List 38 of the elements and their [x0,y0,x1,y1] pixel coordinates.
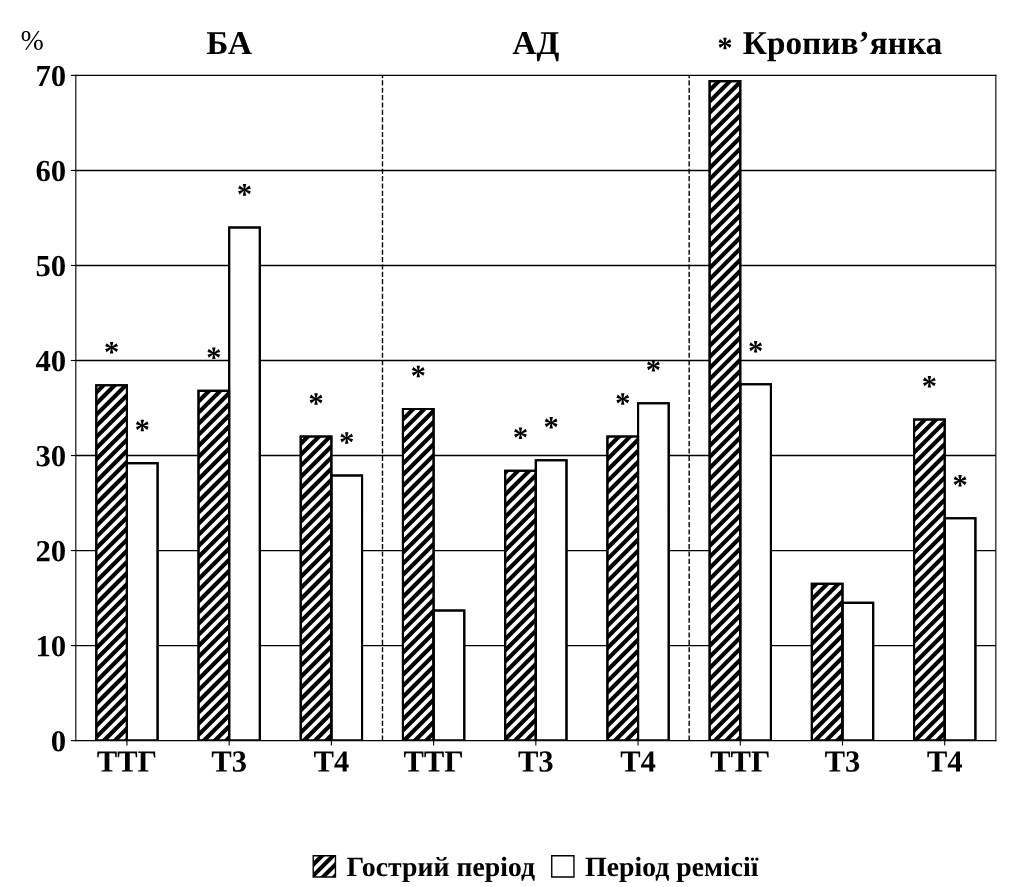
x-tick-label: Т4 [314,751,349,772]
x-tick-label: Т4 [620,751,656,772]
data-label: * [923,376,936,388]
y-tick-label: 30 [36,445,65,467]
data-label: * [411,365,425,378]
data-label: * [207,347,221,360]
data-label: * [953,474,967,487]
y-tick-label: 20 [36,540,65,562]
data-label: * [309,393,323,405]
text: БА [206,32,252,55]
data-label: * [340,432,354,444]
x-tick-label: ТТГ [710,751,769,772]
y-axis-title: % [21,31,43,50]
x-tick-label: Т4 [927,751,962,772]
data-label: * [647,359,660,372]
text: Кропив’янка [743,31,942,62]
data-label: * [238,184,251,196]
data-label: * [105,341,118,354]
y-tick-label: 70 [37,65,65,87]
y-tick-label: 40 [35,350,65,372]
data-label: * [749,340,762,353]
data-label: * [616,393,630,405]
data-label: * [135,419,149,432]
y-tick-label: 0 [51,730,65,752]
legend-label: Період ремісії [585,856,759,882]
x-tick-label: Т3 [211,751,246,772]
data-label: * [544,416,558,429]
y-tick-label: 50 [36,255,65,277]
x-tick-label: ТТГ [97,751,156,772]
text: АД [512,32,559,62]
legend-label: Гострий період [347,856,535,882]
y-tick-label: 10 [38,635,65,657]
x-tick-label: Т3 [825,751,860,772]
x-tick-label: ТТГ [403,751,463,772]
data-label: * [514,427,527,439]
x-tick-label: Т3 [518,751,553,772]
y-tick-label: 60 [36,160,65,182]
data-label: * [718,37,732,50]
